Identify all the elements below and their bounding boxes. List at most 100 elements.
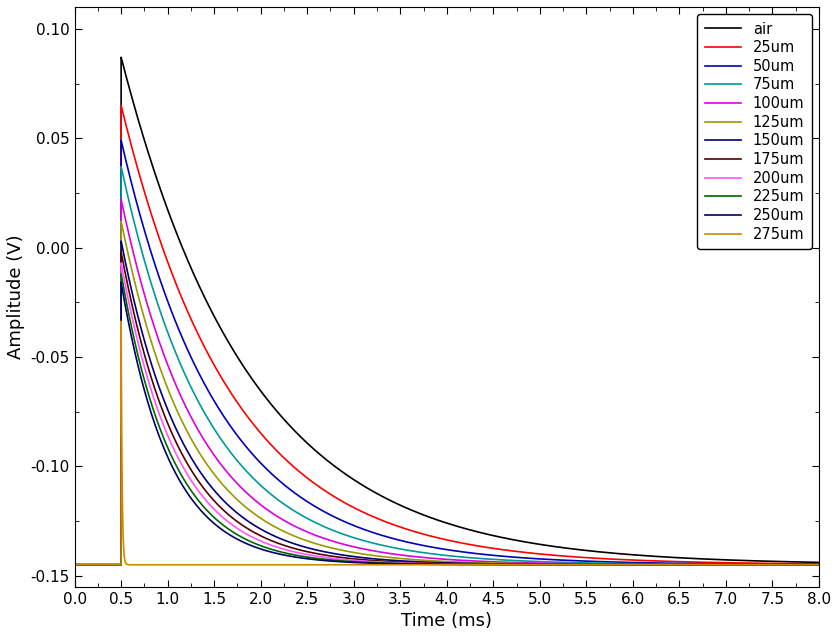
Line: 175um: 175um [75,252,819,565]
225um [116,270,127,278]
50um [814,561,824,568]
25um [116,101,127,109]
air [542,541,552,549]
25um [70,561,80,569]
275um [661,561,671,569]
air [661,553,671,561]
225um [542,561,552,568]
200um [622,561,632,569]
275um [510,561,520,569]
225um [510,561,520,568]
225um [107,561,117,569]
75um [622,560,632,568]
200um [107,561,117,569]
air [107,561,117,569]
275um [339,561,349,569]
Line: 250um: 250um [75,283,819,565]
25um [107,561,117,569]
200um [116,259,127,267]
275um [622,561,632,569]
X-axis label: Time (ms): Time (ms) [401,612,492,630]
50um [661,559,671,567]
Line: 200um: 200um [75,263,819,565]
Line: 225um: 225um [75,274,819,565]
25um [661,557,671,565]
175um [542,561,552,568]
200um [510,561,520,568]
250um [339,558,349,566]
175um [339,554,349,562]
25um [339,499,349,506]
125um [510,560,520,568]
75um [107,561,117,569]
150um [510,561,520,568]
Line: air: air [75,57,819,565]
225um [814,561,824,569]
75um [542,558,552,566]
175um [116,248,127,256]
air [814,559,824,566]
100um [70,561,80,569]
275um [116,317,127,325]
Y-axis label: Amplitude (V): Amplitude (V) [7,234,25,359]
200um [661,561,671,569]
50um [622,559,632,566]
100um [661,561,671,568]
50um [70,561,80,569]
150um [116,237,127,245]
125um [107,561,117,569]
200um [339,555,349,563]
225um [70,561,80,569]
100um [814,561,824,569]
125um [339,547,349,555]
125um [542,560,552,568]
50um [510,554,520,561]
250um [542,561,552,569]
50um [542,555,552,563]
200um [814,561,824,569]
125um [116,217,127,225]
275um [70,561,80,569]
200um [70,561,80,569]
100um [107,561,117,569]
75um [661,560,671,568]
225um [622,561,632,569]
225um [661,561,671,569]
250um [107,561,117,569]
Line: 50um: 50um [75,140,819,565]
Line: 275um: 275um [75,321,819,565]
Line: 150um: 150um [75,241,819,565]
250um [814,561,824,569]
50um [107,561,117,569]
275um [542,561,552,569]
250um [622,561,632,569]
75um [814,561,824,568]
75um [510,557,520,564]
50um [339,518,349,526]
275um [107,561,117,569]
150um [814,561,824,569]
250um [70,561,80,569]
Line: 125um: 125um [75,221,819,565]
125um [814,561,824,569]
100um [510,559,520,566]
175um [107,561,117,569]
225um [339,557,349,565]
50um [116,136,127,144]
175um [70,561,80,569]
100um [339,541,349,548]
150um [661,561,671,569]
150um [542,561,552,568]
air [339,469,349,477]
air [116,54,127,61]
25um [814,560,824,568]
250um [661,561,671,569]
200um [542,561,552,568]
150um [70,561,80,569]
125um [661,561,671,568]
Line: 25um: 25um [75,105,819,565]
Legend: air, 25um, 50um, 75um, 100um, 125um, 150um, 175um, 200um, 225um, 250um, 275um: air, 25um, 50um, 75um, 100um, 125um, 150… [697,14,812,249]
150um [622,561,632,568]
75um [339,531,349,538]
125um [70,561,80,569]
